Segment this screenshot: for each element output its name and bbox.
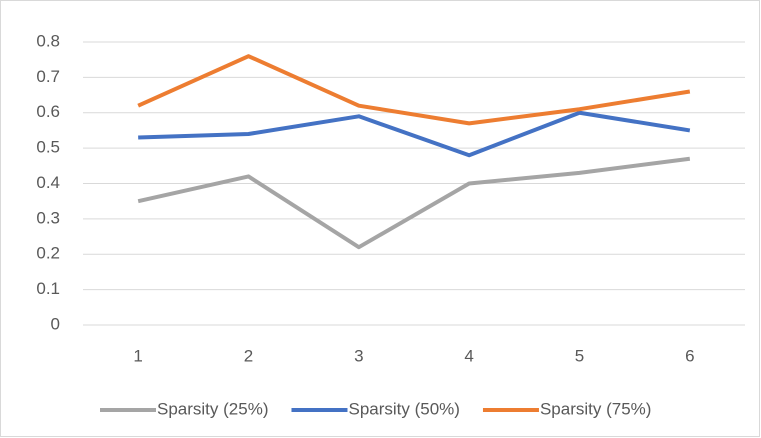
legend-label: Sparsity (50%): [348, 399, 459, 418]
series-line: [137, 156, 691, 250]
x-tick-label: 4: [464, 346, 473, 365]
y-tick-label: 0.2: [36, 244, 60, 263]
y-tick-label: 0.1: [36, 279, 60, 298]
y-tick-label: 0.8: [36, 31, 60, 50]
y-tick-label: 0.4: [36, 173, 60, 192]
y-tick-label: 0.7: [36, 67, 60, 86]
legend-label: Sparsity (25%): [157, 399, 268, 418]
y-tick-label: 0.3: [36, 208, 60, 227]
x-tick-label: 1: [133, 346, 142, 365]
series-line: [137, 54, 691, 126]
x-tick-label: 5: [575, 346, 584, 365]
x-tick-label: 3: [354, 346, 363, 365]
y-tick-label: 0: [51, 314, 60, 333]
x-tick-label: 6: [685, 346, 694, 365]
y-tick-label: 0.5: [36, 138, 60, 157]
legend-label: Sparsity (75%): [540, 399, 651, 418]
y-tick-label: 0.6: [36, 102, 60, 121]
x-tick-label: 2: [244, 346, 253, 365]
series-line: [138, 110, 691, 158]
